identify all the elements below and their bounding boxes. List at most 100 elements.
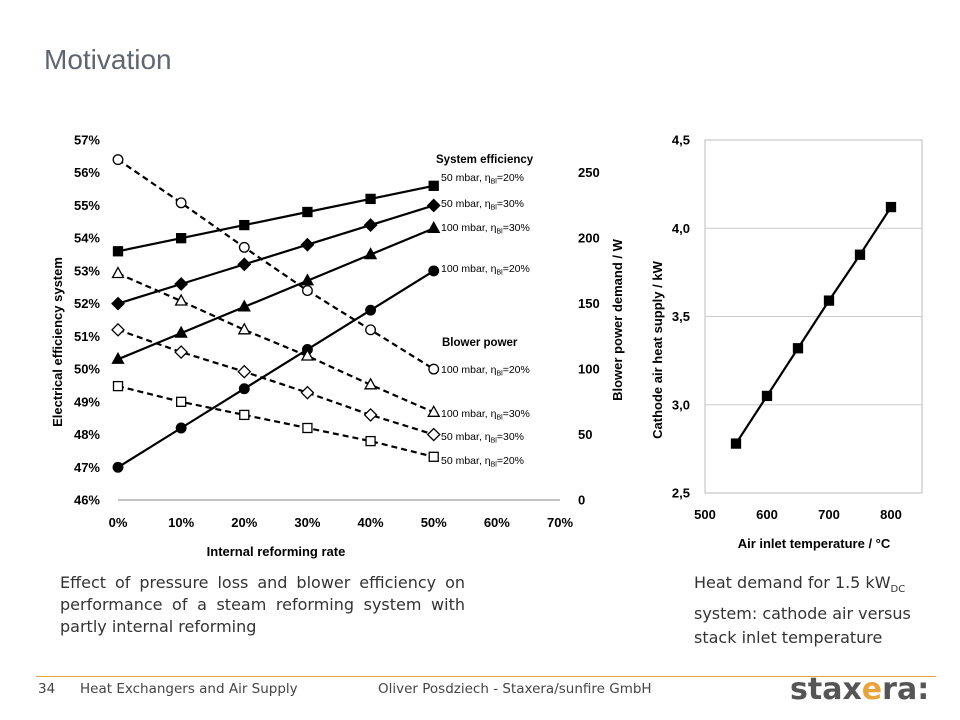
x-tick-label: 50% [421, 515, 447, 530]
caption-right-pre: Heat demand for 1.5 kW [694, 573, 891, 592]
y-axis-title: Cathode air heat supply / kW [650, 260, 665, 438]
plot-frame [704, 139, 923, 494]
data-point [300, 348, 315, 361]
y-tick-label: 54% [74, 231, 100, 246]
data-point [363, 218, 378, 233]
right-chart-caption: Heat demand for 1.5 kWDC system: cathode… [694, 571, 934, 650]
data-point [237, 257, 252, 272]
y-tick-label: 49% [74, 394, 100, 409]
data-point [174, 325, 188, 338]
x-axis-title: Internal reforming rate [207, 544, 346, 559]
data-point [111, 322, 125, 337]
data-point [300, 273, 315, 286]
left-chart-caption: Effect of pressure loss and blower effic… [60, 573, 465, 636]
caption-right-post: system: cathode air versus stack inlet t… [694, 604, 911, 648]
y2-axis-title: Blower power demand / W [610, 238, 625, 401]
y-tick-label: 47% [74, 460, 100, 475]
data-point [175, 197, 187, 209]
data-point [792, 343, 804, 354]
page-number: 34 [38, 681, 56, 697]
data-point [426, 427, 441, 442]
series-label: 100 mbar, ηBl=30% [441, 222, 530, 236]
data-point [111, 296, 125, 311]
caption-right-sub: DC [890, 584, 906, 596]
data-point [302, 422, 313, 434]
y2-tick-label: 100 [578, 362, 600, 377]
data-point [175, 396, 187, 407]
x-tick-label: 70% [547, 515, 573, 530]
x-tick-label: 500 [694, 507, 716, 522]
data-point [175, 233, 187, 244]
data-point [428, 451, 439, 462]
footer-divider [36, 676, 936, 677]
y-tick-label: 57% [74, 133, 100, 148]
data-point [426, 198, 441, 213]
series-label: 50 mbar, ηBl=20% [441, 172, 524, 186]
data-point [365, 435, 376, 447]
y2-tick-label: 200 [578, 231, 600, 246]
data-point [427, 221, 441, 234]
data-point [237, 322, 251, 335]
data-point [237, 364, 252, 379]
data-point [427, 404, 441, 417]
x-tick-label: 40% [358, 515, 384, 530]
x-tick-label: 600 [756, 507, 778, 522]
slide-title: Motivation [44, 44, 172, 75]
y2-tick-label: 0 [578, 493, 585, 508]
data-point [174, 345, 189, 359]
y-tick-label: 55% [74, 198, 100, 213]
y-tick-label: 52% [74, 296, 100, 311]
data-point [885, 201, 897, 213]
data-point [238, 383, 250, 395]
y-tick-label: 51% [74, 329, 100, 344]
data-point [730, 438, 742, 449]
data-point [239, 219, 250, 231]
x-tick-label: 0% [109, 515, 128, 530]
series-label: 50 mbar, ηBl=30% [441, 198, 524, 212]
data-point [239, 409, 250, 421]
data-point [363, 407, 378, 422]
data-point [363, 247, 378, 260]
data-point [112, 154, 124, 166]
data-point [363, 377, 378, 390]
footer-section: Heat Exchangers and Air Supply [80, 681, 298, 697]
series-label: 50 mbar, ηBl=20% [441, 455, 524, 469]
y-tick-label: 4,0 [672, 221, 690, 236]
y-tick-label: 50% [74, 362, 100, 377]
series-line [117, 184, 434, 253]
series-line [117, 227, 435, 361]
data-point [238, 241, 250, 253]
y-tick-label: 3,5 [672, 309, 690, 324]
series-label: 100 mbar, ηBl=20% [441, 364, 530, 378]
y-tick-label: 56% [74, 165, 100, 180]
y2-tick-label: 150 [578, 296, 600, 311]
blower-group-label: Blower power [442, 337, 518, 349]
series-label: 100 mbar, ηBl=30% [441, 408, 530, 422]
y-tick-label: 53% [74, 263, 100, 278]
data-point [300, 237, 315, 252]
x-axis-title: Air inlet temperature / °C [738, 536, 891, 551]
series-line [117, 269, 435, 469]
series-line [117, 328, 435, 436]
series-line [735, 206, 892, 445]
x-tick-label: 60% [484, 515, 510, 530]
data-point [365, 324, 377, 336]
series-label: 100 mbar, ηBl=20% [441, 263, 530, 277]
data-point [111, 266, 125, 279]
data-point [365, 304, 377, 316]
data-point [854, 249, 866, 260]
y-tick-label: 3,0 [672, 397, 690, 412]
series-line [117, 158, 435, 371]
data-point [300, 385, 315, 400]
y2-tick-label: 50 [578, 427, 592, 442]
data-point [112, 380, 124, 392]
data-point [175, 422, 187, 434]
data-point [428, 180, 439, 191]
data-point [174, 293, 188, 306]
y2-tick-label: 250 [578, 165, 600, 180]
data-point [301, 285, 313, 296]
y-tick-label: 48% [74, 427, 100, 442]
data-point [302, 206, 313, 218]
data-point [112, 461, 124, 473]
x-tick-label: 30% [294, 515, 320, 530]
